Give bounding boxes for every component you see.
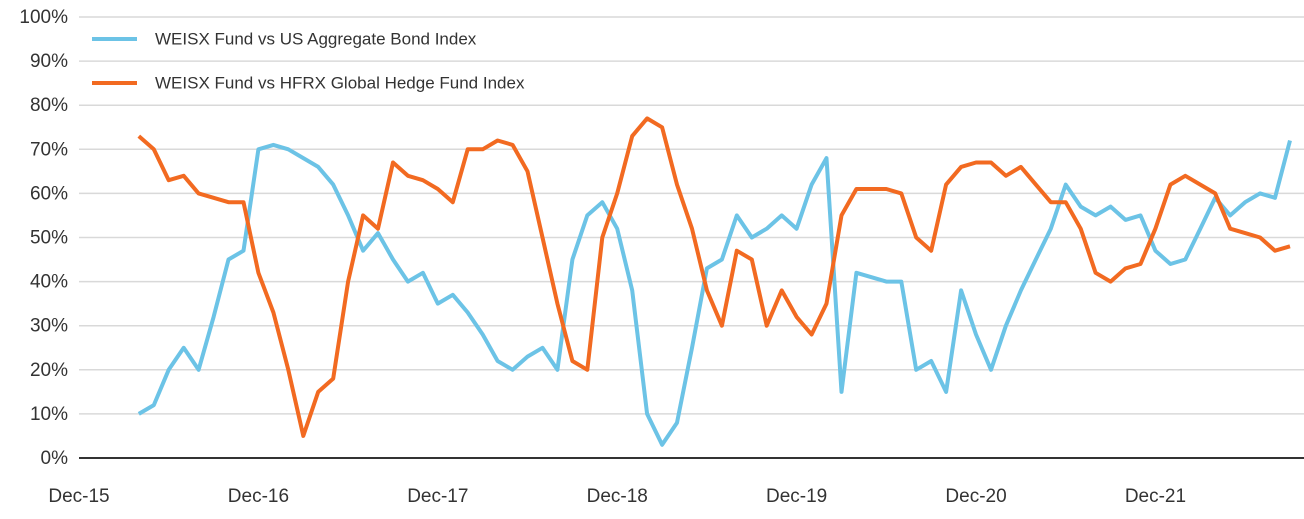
- legend: WEISX Fund vs US Aggregate Bond Index WEI…: [92, 29, 525, 92]
- y-tick-label: 20%: [30, 360, 68, 381]
- legend-label: WEISX Fund vs US Aggregate Bond Index: [155, 29, 477, 48]
- x-tick-label: Dec-17: [407, 486, 468, 507]
- x-tick-label: Dec-16: [228, 486, 289, 507]
- x-tick-label: Dec-18: [587, 486, 648, 507]
- x-tick-label: Dec-20: [945, 486, 1006, 507]
- y-tick-label: 90%: [30, 51, 68, 72]
- x-tick-label: Dec-15: [48, 486, 109, 507]
- x-tick-label: Dec-19: [766, 486, 827, 507]
- y-tick-label: 60%: [30, 183, 68, 204]
- y-tick-label: 70%: [30, 139, 68, 160]
- y-tick-label: 40%: [30, 272, 68, 293]
- y-tick-label: 50%: [30, 228, 68, 249]
- y-tick-label: 0%: [41, 448, 69, 469]
- y-tick-label: 100%: [19, 7, 68, 28]
- y-tick-label: 30%: [30, 316, 68, 337]
- series-line: [137, 116, 1291, 438]
- y-tick-label: 10%: [30, 404, 68, 425]
- y-tick-label: 80%: [30, 95, 68, 116]
- x-tick-label: Dec-21: [1125, 486, 1186, 507]
- series-line: [137, 139, 1292, 447]
- legend-label: WEISX Fund vs HFRX Global Hedge Fund Ind…: [155, 73, 525, 92]
